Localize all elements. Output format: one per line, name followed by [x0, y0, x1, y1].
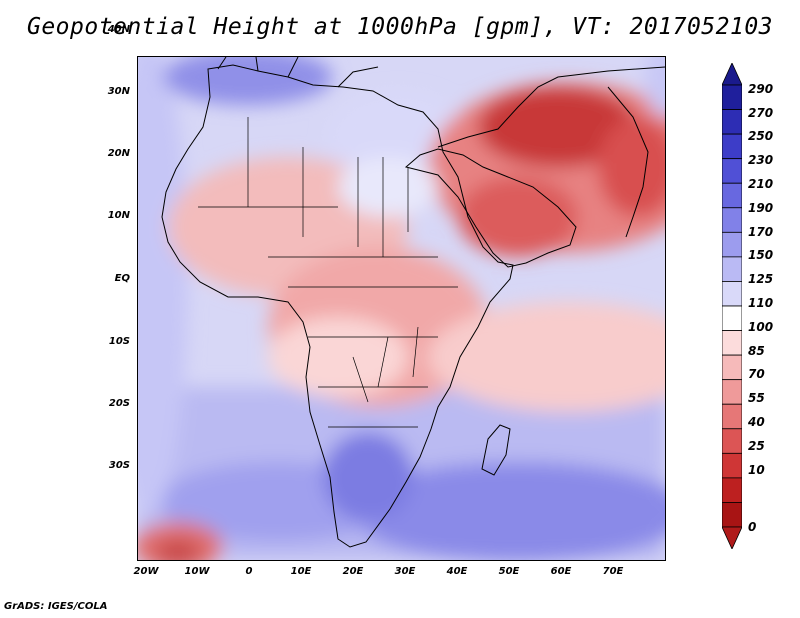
- colorbar-segment: [722, 330, 742, 356]
- colorbar-segment: [722, 452, 742, 479]
- lat-label-30s: 30S: [108, 460, 130, 471]
- colorbar-arrow-bottom: [722, 526, 742, 549]
- colorbar-label-25: 25: [748, 439, 765, 453]
- lon-label-30e: 30E: [394, 566, 416, 577]
- geopotential-field: [138, 57, 665, 560]
- colorbar-segment: [722, 428, 742, 454]
- lat-label-eq: EQ: [114, 273, 130, 284]
- country-borders: [198, 117, 458, 428]
- africa-coast: [161, 64, 514, 548]
- colorbar-label-125: 125: [748, 272, 774, 286]
- lon-label-70e: 70E: [602, 566, 624, 577]
- colorbar-label-70: 70: [748, 367, 765, 381]
- colorbar-label-10: 10: [748, 463, 765, 477]
- colorbar-label-170: 170: [748, 225, 774, 239]
- lat-label-40n: 40N: [107, 24, 130, 35]
- field-shading: [138, 57, 665, 560]
- arabia-coast: [404, 148, 577, 268]
- madagascar: [481, 424, 511, 476]
- colorbar-segment: [722, 477, 742, 503]
- colorbar-segment: [722, 502, 742, 528]
- colorbar-segment: [722, 354, 742, 381]
- colorbar-label-210: 210: [748, 177, 774, 191]
- colorbar-label-250: 250: [748, 129, 774, 143]
- credit-text: GrADS: IGES/COLA: [4, 601, 108, 612]
- border-lines-central: [198, 206, 458, 428]
- europe-coast: [217, 57, 379, 88]
- colorbar-segment: [722, 109, 742, 135]
- lon-label-40e: 40E: [446, 566, 468, 577]
- colorbar-segment: [722, 281, 742, 307]
- lon-label-60e: 60E: [550, 566, 572, 577]
- lat-label-20s: 20S: [108, 398, 130, 409]
- lon-label-50e: 50E: [498, 566, 520, 577]
- colorbar-label-0: 0: [748, 520, 757, 534]
- colorbar-label-40: 40: [748, 415, 765, 429]
- colorbar-segment: [722, 207, 742, 233]
- colorbar-label-190: 190: [748, 201, 774, 215]
- colorbar-label-230: 230: [748, 153, 774, 167]
- colorbar-label-290: 290: [748, 82, 774, 96]
- india-coast: [607, 86, 649, 238]
- colorbar-segment: [722, 305, 742, 331]
- colorbar-label-270: 270: [748, 106, 774, 120]
- colorbar-segment: [722, 182, 742, 209]
- lat-label-10n: 10N: [107, 210, 130, 221]
- colorbar-label-100: 100: [748, 320, 774, 334]
- lat-label-20n: 20N: [107, 148, 130, 159]
- map-panel: [137, 56, 666, 561]
- colorbar-segment: [722, 158, 742, 184]
- colorbar-label-85: 85: [748, 344, 765, 358]
- lon-label-10e: 10E: [290, 566, 312, 577]
- lat-label-10s: 10S: [108, 336, 130, 347]
- colorbar-label-150: 150: [748, 248, 774, 262]
- colorbar-label-110: 110: [748, 296, 774, 310]
- colorbar-segment: [722, 84, 742, 110]
- chart-title: Geopotential Height at 1000hPa [gpm], VT…: [26, 14, 774, 40]
- lon-label-0: 0: [245, 566, 253, 577]
- colorbar-label-55: 55: [748, 391, 765, 405]
- colorbar: [722, 63, 742, 549]
- colorbar-segment: [722, 231, 742, 258]
- lon-label-10w: 10W: [184, 566, 210, 577]
- colorbar-segment: [722, 403, 742, 430]
- colorbar-arrow-top: [722, 63, 742, 86]
- asia-coast: [437, 66, 665, 148]
- lon-label-20w: 20W: [133, 566, 159, 577]
- lon-label-20e: 20E: [342, 566, 364, 577]
- lat-label-30n: 30N: [107, 86, 130, 97]
- colorbar-segment: [722, 133, 742, 160]
- coastlines: [161, 57, 665, 548]
- colorbar-segment: [722, 379, 742, 405]
- border-lines-south: [352, 326, 419, 403]
- border-lines-north: [247, 117, 409, 257]
- colorbar-segment: [722, 256, 742, 282]
